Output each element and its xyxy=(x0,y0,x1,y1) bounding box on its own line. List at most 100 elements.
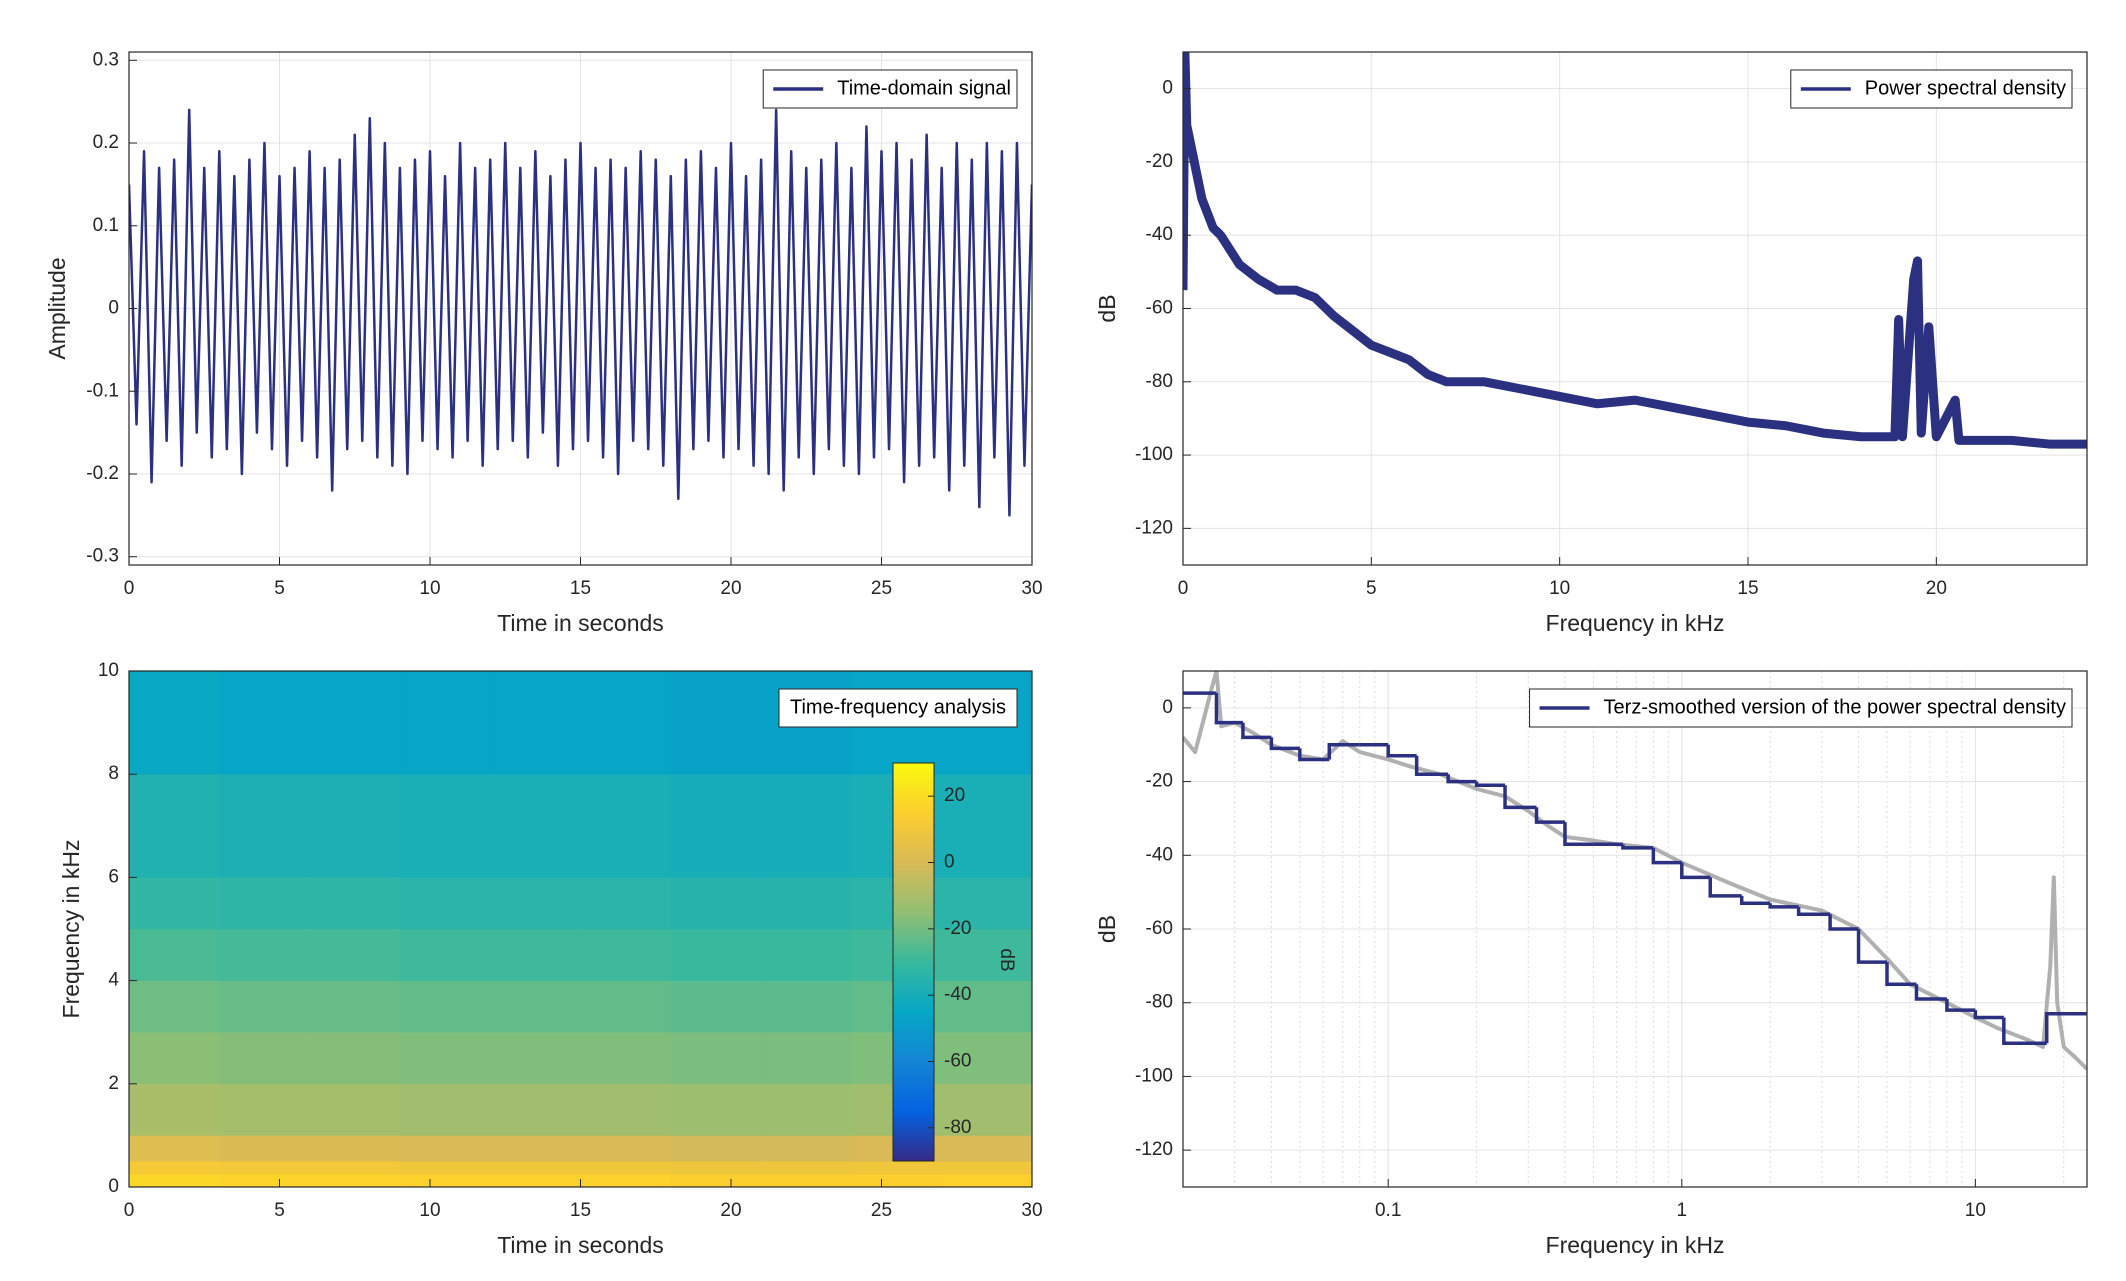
heatmap-cell xyxy=(670,980,762,1033)
heatmap-cell xyxy=(580,1160,672,1175)
heatmap-cell xyxy=(760,773,852,878)
heatmap-cell xyxy=(129,980,220,1033)
heatmap-cell xyxy=(489,877,581,930)
heatmap-cell xyxy=(399,1031,491,1085)
step-segment xyxy=(1621,844,1654,850)
heatmap-cell xyxy=(129,1173,220,1187)
x-tick-label: 25 xyxy=(871,578,892,599)
y-axis-label: Frequency in kHz xyxy=(58,840,84,1019)
heatmap-cell xyxy=(489,1083,581,1136)
step-segment xyxy=(1534,807,1565,824)
legend: Time-frequency analysis xyxy=(778,688,1018,728)
heatmap-cell xyxy=(670,1135,762,1162)
x-tick-label: 20 xyxy=(720,1200,741,1221)
heatmap-cell xyxy=(309,773,401,878)
heatmap-cell xyxy=(129,1135,220,1162)
y-tick-label: 0.1 xyxy=(93,215,119,236)
step-segment xyxy=(1446,774,1477,784)
colorbar-tick-label: -80 xyxy=(944,1117,971,1138)
legend-label: Time-domain signal xyxy=(837,77,1011,99)
step-segment xyxy=(1503,785,1537,810)
heatmap-cell xyxy=(489,1031,581,1085)
heatmap-cell xyxy=(670,773,762,878)
y-tick-label: -120 xyxy=(1135,517,1173,538)
heatmap-cell xyxy=(399,928,491,981)
heatmap-cell xyxy=(399,1083,491,1136)
step-segment xyxy=(1651,847,1682,865)
y-tick-label: 0 xyxy=(1162,78,1173,99)
y-tick-label: -0.2 xyxy=(86,463,119,484)
x-tick-label: 20 xyxy=(720,578,741,599)
legend-label: Time-frequency analysis xyxy=(790,696,1006,718)
heatmap-cell xyxy=(219,773,310,878)
y-tick-label: -120 xyxy=(1135,1139,1173,1160)
heatmap-cell xyxy=(580,877,672,930)
y-tick-label: -100 xyxy=(1135,444,1173,465)
colorbar-tick-label: -60 xyxy=(944,1051,971,1072)
legend-box xyxy=(1529,688,2073,728)
heatmap-cell xyxy=(941,980,1032,1033)
heatmap-cell xyxy=(941,1135,1032,1162)
y-tick-label: -40 xyxy=(1146,224,1173,245)
heatmap-cell xyxy=(219,928,310,981)
heatmap-cell xyxy=(309,671,401,775)
step-segment xyxy=(1269,737,1300,751)
y-tick-label: 0.3 xyxy=(93,49,119,70)
heatmap-cell xyxy=(399,1160,491,1175)
y-tick-label: -80 xyxy=(1146,371,1173,392)
heatmap-cell xyxy=(399,877,491,930)
heatmap-cell xyxy=(489,1160,581,1175)
heatmap-cell xyxy=(760,1173,852,1187)
heatmap-cell xyxy=(309,1160,401,1175)
step-segment xyxy=(1327,742,1360,760)
step-segment xyxy=(2002,1017,2047,1046)
series-line xyxy=(1183,52,2087,449)
heatmap-cell xyxy=(851,1160,942,1175)
heatmap-cell xyxy=(670,928,762,981)
step-segment xyxy=(1474,781,1506,788)
heatmap-cell xyxy=(309,928,401,981)
heatmap-cell xyxy=(941,1160,1032,1175)
x-tick-label: 15 xyxy=(1737,578,1758,599)
heatmap-cell xyxy=(489,671,581,775)
heatmap-cell xyxy=(580,928,672,981)
x-axis-label: Frequency in kHz xyxy=(1546,610,1725,636)
step-segment xyxy=(1856,929,1887,964)
heatmap-cell xyxy=(219,1083,310,1136)
x-tick-label: 0 xyxy=(124,578,135,599)
y-tick-label: 0 xyxy=(108,1176,119,1197)
x-tick-label: 20 xyxy=(1926,578,1947,599)
step-segment xyxy=(2044,1012,2087,1044)
colorbar-tick-label: -40 xyxy=(944,984,971,1005)
step-segment xyxy=(1739,895,1771,905)
y-tick-label: 0 xyxy=(1162,697,1173,718)
data-layer xyxy=(1183,52,2087,449)
heatmap-cell xyxy=(760,1083,852,1136)
legend: Power spectral density xyxy=(1790,69,2073,109)
colorbar-tick-label: 0 xyxy=(944,852,955,873)
y-axis-label: dB xyxy=(1094,915,1120,943)
x-tick-label: 10 xyxy=(1549,578,1570,599)
series-line xyxy=(129,108,1032,517)
y-tick-label: -0.3 xyxy=(86,546,119,567)
step-segment xyxy=(1885,962,1917,987)
step-segment xyxy=(1708,877,1742,898)
heatmap-cell xyxy=(489,1135,581,1162)
x-tick-label: 15 xyxy=(570,1200,591,1221)
heatmap-cell xyxy=(580,671,672,775)
heatmap-cell xyxy=(580,1083,672,1136)
heatmap-cell xyxy=(129,928,220,981)
y-tick-label: -20 xyxy=(1146,771,1173,792)
x-tick-label: 30 xyxy=(1021,578,1042,599)
x-axis-label: Frequency in kHz xyxy=(1546,1232,1725,1258)
data-layer xyxy=(1183,671,2087,1071)
y-tick-label: 0.2 xyxy=(93,132,119,153)
y-axis-label: dB xyxy=(1094,294,1120,322)
colorbar-label: dB xyxy=(996,948,1017,971)
heatmap-cell xyxy=(941,1173,1032,1187)
heatmap-cell xyxy=(670,671,762,775)
step-segment xyxy=(1298,748,1330,762)
y-tick-label: -80 xyxy=(1146,992,1173,1013)
heatmap-cell xyxy=(219,1135,310,1162)
heatmap-cell xyxy=(309,1083,401,1136)
